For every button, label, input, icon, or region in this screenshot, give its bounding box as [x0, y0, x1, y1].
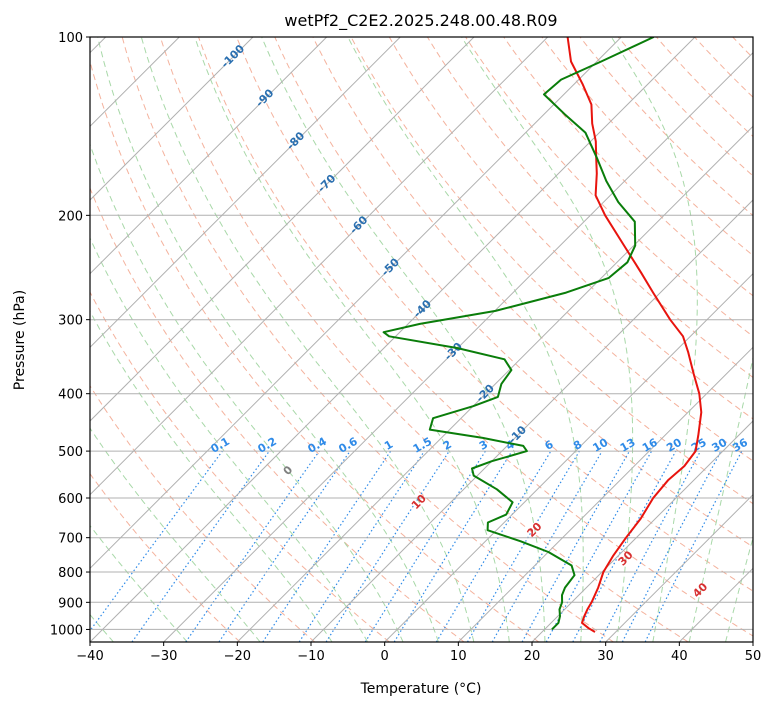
isotherm-line	[90, 37, 475, 422]
mixing-ratio-line	[521, 450, 631, 642]
x-tick-label: 0	[381, 649, 389, 664]
mixing-ratio-line	[131, 450, 270, 642]
dry-adiabat-line	[274, 37, 753, 548]
mixing-ratio-line	[325, 450, 450, 642]
moist-adiabat-line	[90, 236, 369, 642]
dry-adiabat-line	[312, 37, 753, 505]
y-tick-label: 300	[58, 314, 83, 329]
isotherm-line	[531, 420, 753, 642]
profiles	[382, 37, 703, 633]
isotherm-line	[605, 493, 753, 642]
x-axis-ticks: −40 −30 −20 −10 0 10 20 30 40 50	[76, 642, 761, 664]
x-tick-label: 30	[597, 649, 614, 664]
dry-adiabat-line	[90, 59, 540, 642]
x-tick-label: 20	[524, 649, 541, 664]
y-tick-label: 600	[58, 492, 83, 507]
moist-adiabat-line	[194, 37, 510, 642]
y-tick-label: 400	[58, 388, 83, 403]
moist-adiabat-line	[140, 37, 475, 642]
isobars	[90, 37, 753, 630]
moist-adiabat-line	[261, 37, 546, 642]
moist-adiabat-line	[610, 37, 698, 642]
y-tick-label: 700	[58, 532, 83, 547]
mixing-ratio-line	[90, 450, 223, 632]
dry-adiabat-line	[159, 37, 689, 642]
isotherm-line	[90, 37, 401, 349]
moist-adiabat-line	[688, 355, 753, 642]
dry-adiabat-line	[90, 291, 390, 642]
mixing-ratio-lines	[90, 450, 743, 642]
mixing-ratio-line	[393, 450, 513, 642]
y-tick-label: 800	[58, 566, 83, 581]
mixing-ratio-line	[262, 450, 392, 642]
isotherm-line	[384, 272, 753, 642]
plot-area: -100-90-80-70-60-50-40-30-20-100.1 0.2 0.4…	[90, 37, 753, 642]
isotherm-line	[236, 125, 753, 642]
y-axis-ticks: 100 200 300 400 500 600 700 800 900 1000	[50, 31, 90, 638]
isotherm-line	[90, 37, 328, 275]
isotherm-line	[457, 346, 753, 642]
y-tick-label: 1000	[50, 623, 83, 638]
isotherm-line	[310, 199, 753, 642]
moist-adiabat-line	[347, 37, 584, 642]
moist-adiabat-line	[97, 37, 439, 642]
mixing-ratio-line	[218, 450, 351, 642]
moist-adiabat-line	[90, 142, 404, 642]
dry-adiabat-line	[236, 37, 753, 592]
moist-adiabat-line	[725, 536, 753, 642]
chart-title: wetPf2_C2E2.2025.248.00.48.R09	[284, 11, 557, 31]
dry-adiabat-line	[388, 37, 753, 420]
isotherm-line	[163, 51, 753, 642]
dry-adiabat-line	[121, 37, 614, 642]
dry-adiabats	[90, 37, 753, 642]
isotherm-line	[90, 37, 254, 201]
x-tick-label: 10	[450, 649, 467, 664]
x-tick-label: 50	[745, 649, 762, 664]
dry-adiabat-line	[350, 37, 753, 462]
dry-adiabat-line	[90, 384, 316, 642]
moist-adiabats	[90, 37, 753, 642]
x-tick-label: −10	[297, 649, 324, 664]
moist-adiabat-line	[90, 524, 188, 642]
dry-adiabat-line	[503, 37, 753, 297]
y-tick-label: 900	[58, 596, 83, 611]
mixing-ratio-line	[298, 450, 425, 642]
dry-adiabat-line	[90, 472, 241, 642]
x-axis-label: Temperature (°C)	[360, 681, 482, 697]
isotherm-line	[90, 37, 549, 496]
temperature-profile	[566, 37, 703, 633]
mixing-ratio-line	[644, 450, 743, 642]
mixing-ratio-line	[545, 450, 653, 642]
mixing-ratio-line	[572, 450, 677, 642]
dewpoint-profile	[382, 37, 655, 631]
x-tick-label: −40	[76, 649, 103, 664]
x-tick-label: −20	[224, 649, 251, 664]
moist-adiabat-line	[461, 37, 634, 642]
dry-adiabat-line	[465, 37, 753, 338]
y-tick-label: 100	[58, 31, 83, 46]
x-tick-label: −30	[150, 649, 177, 664]
mixing-ratio-line	[185, 450, 320, 642]
dry-adiabat-line	[90, 186, 465, 642]
moist-adiabat-line	[90, 427, 261, 642]
moist-adiabat-line	[90, 310, 333, 642]
plot-frame	[89, 36, 754, 643]
y-tick-label: 500	[58, 445, 83, 460]
y-axis-label: Pressure (hPa)	[12, 290, 28, 390]
x-tick-label: 40	[671, 649, 688, 664]
dry-adiabat-line	[426, 37, 753, 379]
isotherm-line	[90, 37, 622, 570]
y-tick-label: 200	[58, 209, 83, 224]
